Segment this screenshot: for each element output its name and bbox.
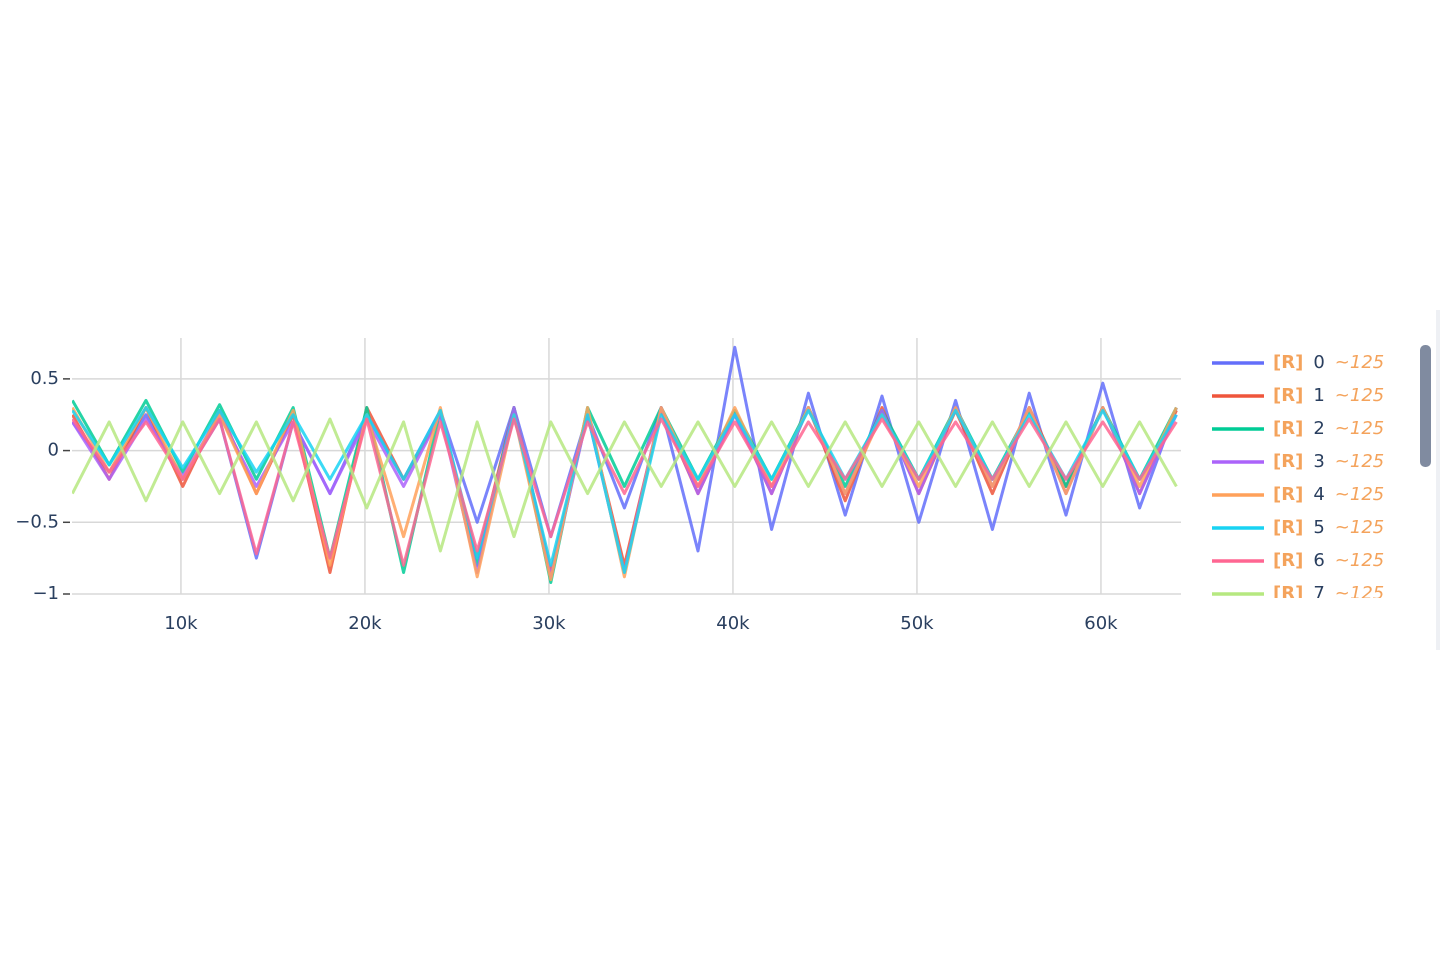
legend-tag: [R] xyxy=(1273,451,1303,472)
x-tick-label: 10k xyxy=(164,613,198,634)
grid xyxy=(72,338,1181,595)
x-tick-label: 50k xyxy=(900,613,934,634)
series-line xyxy=(72,406,1178,582)
series-line xyxy=(72,345,1178,560)
legend: [R] 0 ~125 [R] 1 ~125 [R] 2 ~125 [R] 3 ~125 [R] 4 ~125… xyxy=(1212,352,1384,604)
legend-tag: [R] xyxy=(1273,385,1303,406)
legend-tag: [R] xyxy=(1273,352,1303,373)
legend-name: 1 xyxy=(1313,385,1324,406)
x-tick-label: 60k xyxy=(1084,613,1118,634)
legend-entry[interactable]: [R] 7 ~125 xyxy=(1273,583,1384,604)
legend-tag: [R] xyxy=(1273,418,1303,439)
legend-note: ~125 xyxy=(1335,352,1384,373)
y-tick-label: −1 xyxy=(32,583,59,604)
legend-entry[interactable]: [R] 3 ~125 xyxy=(1273,451,1384,472)
legend-note: ~125 xyxy=(1335,418,1384,439)
legend-note: ~125 xyxy=(1335,385,1384,406)
legend-tag: [R] xyxy=(1273,484,1303,505)
x-tick-label: 30k xyxy=(532,613,566,634)
axes: 10k 20k 30k 40k 50k 60k 0.5 0 −0.5 −1 xyxy=(15,368,1118,634)
legend-note: ~125 xyxy=(1335,517,1384,538)
legend-scrollbar[interactable] xyxy=(1420,345,1431,467)
legend-name: 0 xyxy=(1313,352,1324,373)
legend-tag: [R] xyxy=(1273,583,1303,604)
legend-entry[interactable]: [R] 2 ~125 xyxy=(1273,418,1384,439)
legend-name: 6 xyxy=(1313,550,1324,571)
legend-entry[interactable]: [R] 6 ~125 xyxy=(1273,550,1384,571)
legend-name: 2 xyxy=(1313,418,1324,439)
legend-tag: [R] xyxy=(1273,517,1303,538)
legend-name: 7 xyxy=(1313,583,1324,604)
legend-note: ~125 xyxy=(1335,451,1384,472)
plot-area xyxy=(72,345,1178,585)
y-tick-label: 0 xyxy=(48,440,59,461)
y-tick-label: −0.5 xyxy=(15,511,59,532)
scroll-track xyxy=(1436,310,1440,650)
legend-name: 4 xyxy=(1313,484,1324,505)
legend-entry[interactable]: [R] 0 ~125 xyxy=(1273,352,1384,373)
legend-name: 3 xyxy=(1313,451,1324,472)
legend-tag: [R] xyxy=(1273,550,1303,571)
x-tick-label: 20k xyxy=(348,613,382,634)
legend-entry[interactable]: [R] 5 ~125 xyxy=(1273,517,1384,538)
legend-note: ~125 xyxy=(1335,583,1384,604)
legend-entry[interactable]: [R] 1 ~125 xyxy=(1273,385,1384,406)
y-tick-label: 0.5 xyxy=(30,368,59,389)
legend-note: ~125 xyxy=(1335,484,1384,505)
series-line xyxy=(72,417,1178,567)
series-line xyxy=(72,417,1178,553)
legend-note: ~125 xyxy=(1335,550,1384,571)
x-tick-label: 40k xyxy=(716,613,750,634)
legend-name: 5 xyxy=(1313,517,1324,538)
legend-entry[interactable]: [R] 4 ~125 xyxy=(1273,484,1384,505)
